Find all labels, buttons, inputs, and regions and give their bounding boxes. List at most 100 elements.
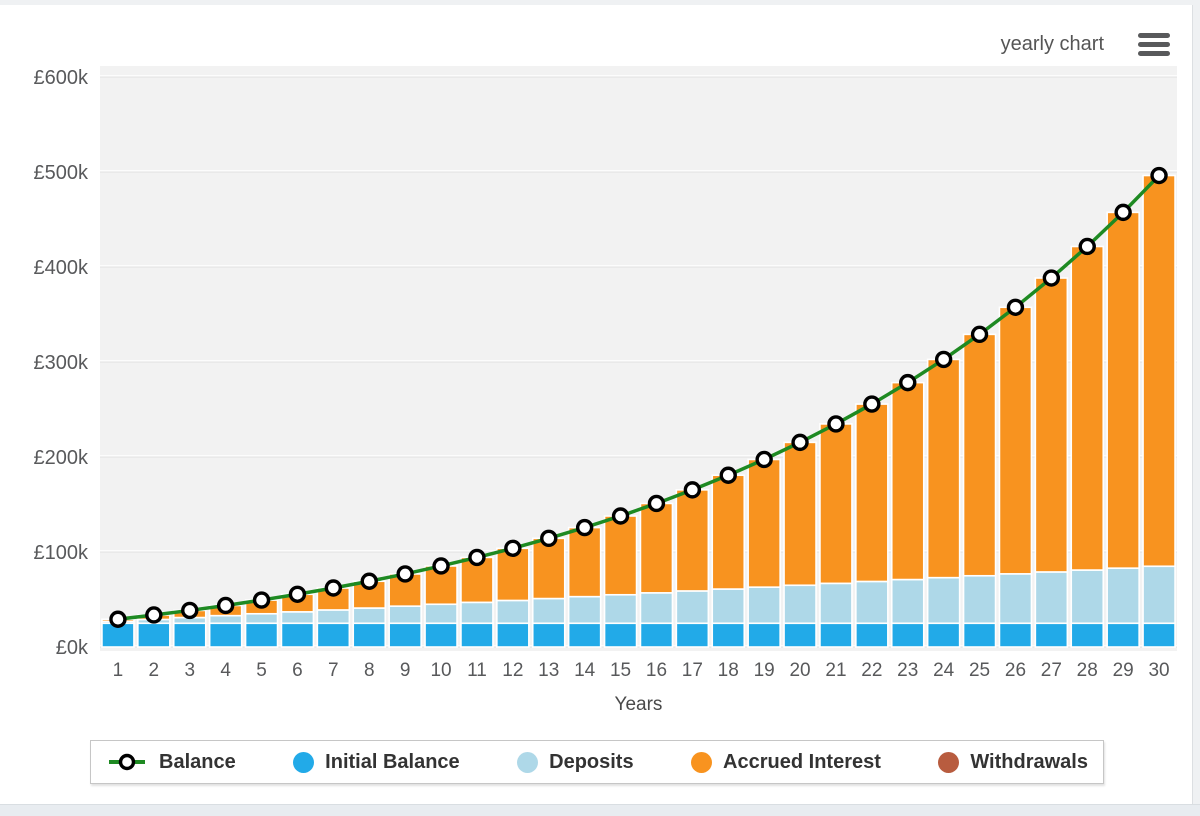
- balance-point[interactable]: [504, 539, 522, 557]
- bar-segment-accrued-interest[interactable]: [998, 306, 1033, 575]
- balance-point[interactable]: [791, 433, 809, 452]
- bar-segment-accrued-interest[interactable]: [855, 403, 889, 583]
- bar-segment-initial-balance[interactable]: [172, 622, 207, 648]
- bar-segment-accrued-interest[interactable]: [819, 423, 853, 585]
- bar-segment-initial-balance[interactable]: [926, 622, 961, 648]
- bar-segment-initial-balance[interactable]: [962, 622, 997, 648]
- balance-point[interactable]: [755, 450, 773, 469]
- bar-segment-deposits[interactable]: [244, 612, 279, 625]
- bar-segment-accrued-interest[interactable]: [783, 441, 817, 587]
- bar-segment-deposits[interactable]: [531, 597, 566, 625]
- bar-segment-accrued-interest[interactable]: [388, 573, 422, 607]
- bar-segment-deposits[interactable]: [603, 593, 638, 625]
- legend-item-balance[interactable]: Balance: [106, 751, 236, 774]
- bar-segment-deposits[interactable]: [567, 595, 602, 625]
- bar-segment-initial-balance[interactable]: [639, 622, 674, 648]
- bar-segment-deposits[interactable]: [316, 609, 351, 625]
- bar-segment-accrued-interest[interactable]: [926, 358, 961, 579]
- bar-segment-deposits[interactable]: [460, 601, 494, 625]
- balance-point[interactable]: [1114, 203, 1132, 222]
- balance-point[interactable]: [1042, 269, 1061, 287]
- balance-point[interactable]: [396, 565, 414, 583]
- hamburger-menu-icon[interactable]: [1138, 29, 1170, 60]
- bar-segment-initial-balance[interactable]: [783, 622, 817, 648]
- bar-segment-accrued-interest[interactable]: [531, 537, 566, 600]
- bar-segment-initial-balance[interactable]: [675, 622, 710, 648]
- bar-segment-accrued-interest[interactable]: [567, 526, 602, 598]
- bar-segment-deposits[interactable]: [819, 582, 853, 625]
- bar-segment-deposits[interactable]: [496, 599, 530, 625]
- bar-segment-deposits[interactable]: [352, 607, 387, 625]
- bar-segment-accrued-interest[interactable]: [639, 502, 674, 594]
- bar-segment-deposits[interactable]: [675, 590, 710, 625]
- bar-segment-accrued-interest[interactable]: [1106, 211, 1140, 569]
- bar-segment-deposits[interactable]: [998, 573, 1033, 625]
- bar-segment-initial-balance[interactable]: [496, 622, 530, 648]
- bar-segment-deposits[interactable]: [1070, 569, 1105, 625]
- bar-segment-initial-balance[interactable]: [603, 622, 638, 648]
- bar-segment-accrued-interest[interactable]: [424, 565, 458, 606]
- bar-segment-initial-balance[interactable]: [998, 622, 1033, 648]
- bar-segment-deposits[interactable]: [1106, 567, 1140, 625]
- bar-segment-deposits[interactable]: [639, 592, 674, 625]
- balance-point[interactable]: [683, 481, 702, 499]
- bar-segment-initial-balance[interactable]: [1034, 622, 1069, 648]
- balance-point[interactable]: [360, 572, 378, 590]
- balance-point[interactable]: [324, 579, 343, 597]
- balance-point[interactable]: [432, 557, 450, 575]
- bar-segment-accrued-interest[interactable]: [1142, 174, 1176, 568]
- balance-point[interactable]: [1006, 298, 1025, 316]
- bar-segment-initial-balance[interactable]: [1106, 622, 1140, 648]
- bar-segment-deposits[interactable]: [280, 611, 315, 625]
- bar-segment-deposits[interactable]: [890, 578, 925, 625]
- bar-segment-accrued-interest[interactable]: [1034, 277, 1069, 573]
- bar-segment-initial-balance[interactable]: [819, 622, 853, 648]
- bar-segment-initial-balance[interactable]: [711, 622, 746, 648]
- balance-point[interactable]: [288, 585, 307, 603]
- bar-segment-initial-balance[interactable]: [531, 622, 566, 648]
- balance-point[interactable]: [216, 596, 235, 615]
- bar-segment-deposits[interactable]: [711, 588, 746, 625]
- bar-segment-initial-balance[interactable]: [890, 622, 925, 648]
- balance-point[interactable]: [934, 350, 953, 369]
- balance-point[interactable]: [1078, 237, 1096, 256]
- bar-segment-initial-balance[interactable]: [208, 622, 243, 648]
- bar-segment-accrued-interest[interactable]: [675, 489, 710, 592]
- bar-segment-deposits[interactable]: [855, 580, 889, 625]
- bar-segment-initial-balance[interactable]: [352, 622, 387, 648]
- bar-segment-accrued-interest[interactable]: [1070, 245, 1105, 571]
- bar-segment-initial-balance[interactable]: [567, 622, 602, 648]
- balance-point[interactable]: [468, 548, 486, 567]
- bar-segment-initial-balance[interactable]: [280, 622, 315, 648]
- bar-segment-deposits[interactable]: [1034, 571, 1069, 625]
- balance-point[interactable]: [827, 415, 845, 433]
- bar-segment-initial-balance[interactable]: [1070, 622, 1105, 648]
- bar-segment-initial-balance[interactable]: [855, 622, 889, 648]
- bar-segment-initial-balance[interactable]: [244, 622, 279, 648]
- balance-point[interactable]: [863, 395, 881, 413]
- bar-segment-initial-balance[interactable]: [388, 622, 422, 648]
- bar-segment-initial-balance[interactable]: [1142, 622, 1176, 648]
- bar-segment-deposits[interactable]: [783, 584, 817, 625]
- bar-segment-deposits[interactable]: [1142, 565, 1176, 625]
- legend-item-initial-balance[interactable]: Initial Balance: [293, 751, 460, 774]
- legend-item-withdrawals[interactable]: Withdrawals: [938, 751, 1088, 774]
- balance-point[interactable]: [575, 518, 594, 537]
- balance-point[interactable]: [540, 529, 558, 548]
- bar-segment-deposits[interactable]: [208, 614, 243, 625]
- bar-segment-accrued-interest[interactable]: [603, 515, 638, 596]
- legend-item-accrued-interest[interactable]: Accrued Interest: [691, 751, 881, 774]
- bar-segment-accrued-interest[interactable]: [890, 381, 925, 581]
- balance-point[interactable]: [611, 507, 630, 525]
- bar-segment-accrued-interest[interactable]: [962, 333, 997, 577]
- balance-point[interactable]: [181, 601, 199, 620]
- bar-segment-initial-balance[interactable]: [424, 622, 458, 648]
- bar-segment-accrued-interest[interactable]: [747, 458, 781, 588]
- legend-item-deposits[interactable]: Deposits: [517, 751, 634, 774]
- balance-point[interactable]: [1150, 166, 1168, 185]
- bar-segment-deposits[interactable]: [747, 586, 781, 625]
- bar-segment-initial-balance[interactable]: [460, 622, 494, 648]
- bar-segment-deposits[interactable]: [388, 605, 422, 625]
- balance-point[interactable]: [899, 373, 917, 392]
